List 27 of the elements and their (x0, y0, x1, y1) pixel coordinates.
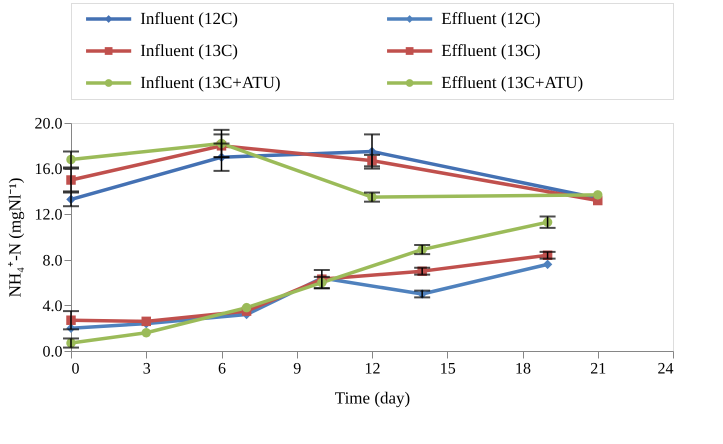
x-tick-label: 0 (72, 360, 80, 378)
legend-label: Effluent (12C) (441, 9, 541, 28)
y-axis-title: NH₄⁺-N (mgNl⁻¹) (6, 178, 24, 298)
y-tick-label: 0.0 (42, 344, 62, 360)
x-tick-label: 24 (658, 360, 674, 378)
legend-label: Influent (12C) (140, 9, 238, 28)
x-tick-label: 6 (218, 360, 226, 378)
legend-label: Influent (13C+ATU) (140, 73, 281, 92)
x-tick-label: 15 (440, 360, 456, 378)
legend-label: Effluent (13C) (441, 41, 541, 60)
point (142, 328, 151, 338)
point (242, 302, 252, 312)
x-tick-label: 3 (142, 360, 151, 378)
y-tick-label: 12.0 (34, 206, 62, 224)
legend-label: Influent (13C) (140, 41, 238, 60)
y-tick-label: 16.0 (34, 161, 62, 178)
x-tick-label: 18 (515, 360, 531, 378)
x-tick-label: 21 (590, 360, 606, 378)
y-tick-label: 8.0 (42, 252, 62, 270)
x-tick-label: 9 (293, 360, 302, 378)
y-tick-label: 20.0 (34, 116, 62, 132)
point (593, 190, 602, 200)
x-axis-title: Time (day) (334, 388, 410, 408)
legend-label: Effluent (13C+ATU) (441, 73, 584, 92)
y-tick-label: 4.0 (42, 298, 62, 315)
point (542, 260, 552, 270)
x-tick-label: 12 (364, 360, 380, 378)
